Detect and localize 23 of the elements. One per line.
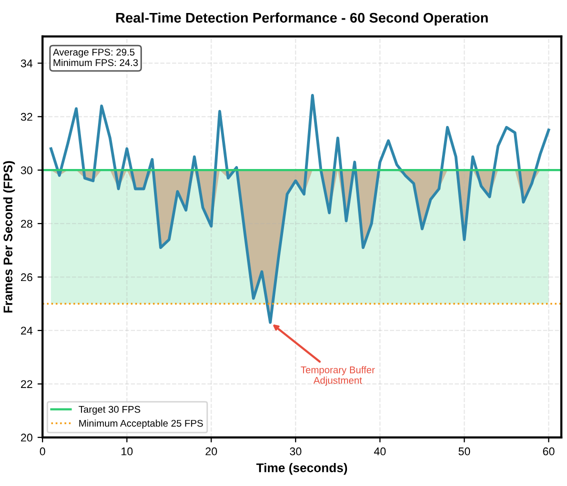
annotation: Temporary Buffer Adjustment <box>300 366 375 386</box>
y-axis-title: Frames Per Second (FPS) <box>3 161 15 312</box>
line-series <box>50 94 550 324</box>
y-tick-label: 30 <box>20 166 32 174</box>
x-tick-label: 40 <box>374 447 386 456</box>
x-tick-label: 30 <box>290 447 302 456</box>
y-tick-label: 32 <box>20 112 32 121</box>
y-tick-label: 24 <box>21 326 32 335</box>
annotation: Average FPS: 29.5 Minimum FPS: 24.3 <box>52 48 138 66</box>
y-tick-label: 28 <box>21 220 32 228</box>
x-tick-label: 20 <box>206 447 217 456</box>
x-tick-label: 50 <box>458 447 470 456</box>
x-tick-label: 60 <box>543 447 554 456</box>
x-tick-label: 0 <box>40 447 46 456</box>
x-axis-title: Time (seconds) <box>256 463 348 475</box>
y-tick-label: 26 <box>21 273 32 282</box>
y-tick-label: 34 <box>20 59 32 68</box>
chart-title: Real-Time Detection Performance - 60 Second Operation <box>116 12 488 26</box>
y-tick-label: 20 <box>21 434 32 442</box>
legend-label: Minimum Acceptable 25 FPS <box>79 420 203 429</box>
y-tick-label: 22 <box>21 380 32 388</box>
legend-label: Target 30 FPS <box>78 406 140 415</box>
x-tick-label: 10 <box>122 447 133 456</box>
